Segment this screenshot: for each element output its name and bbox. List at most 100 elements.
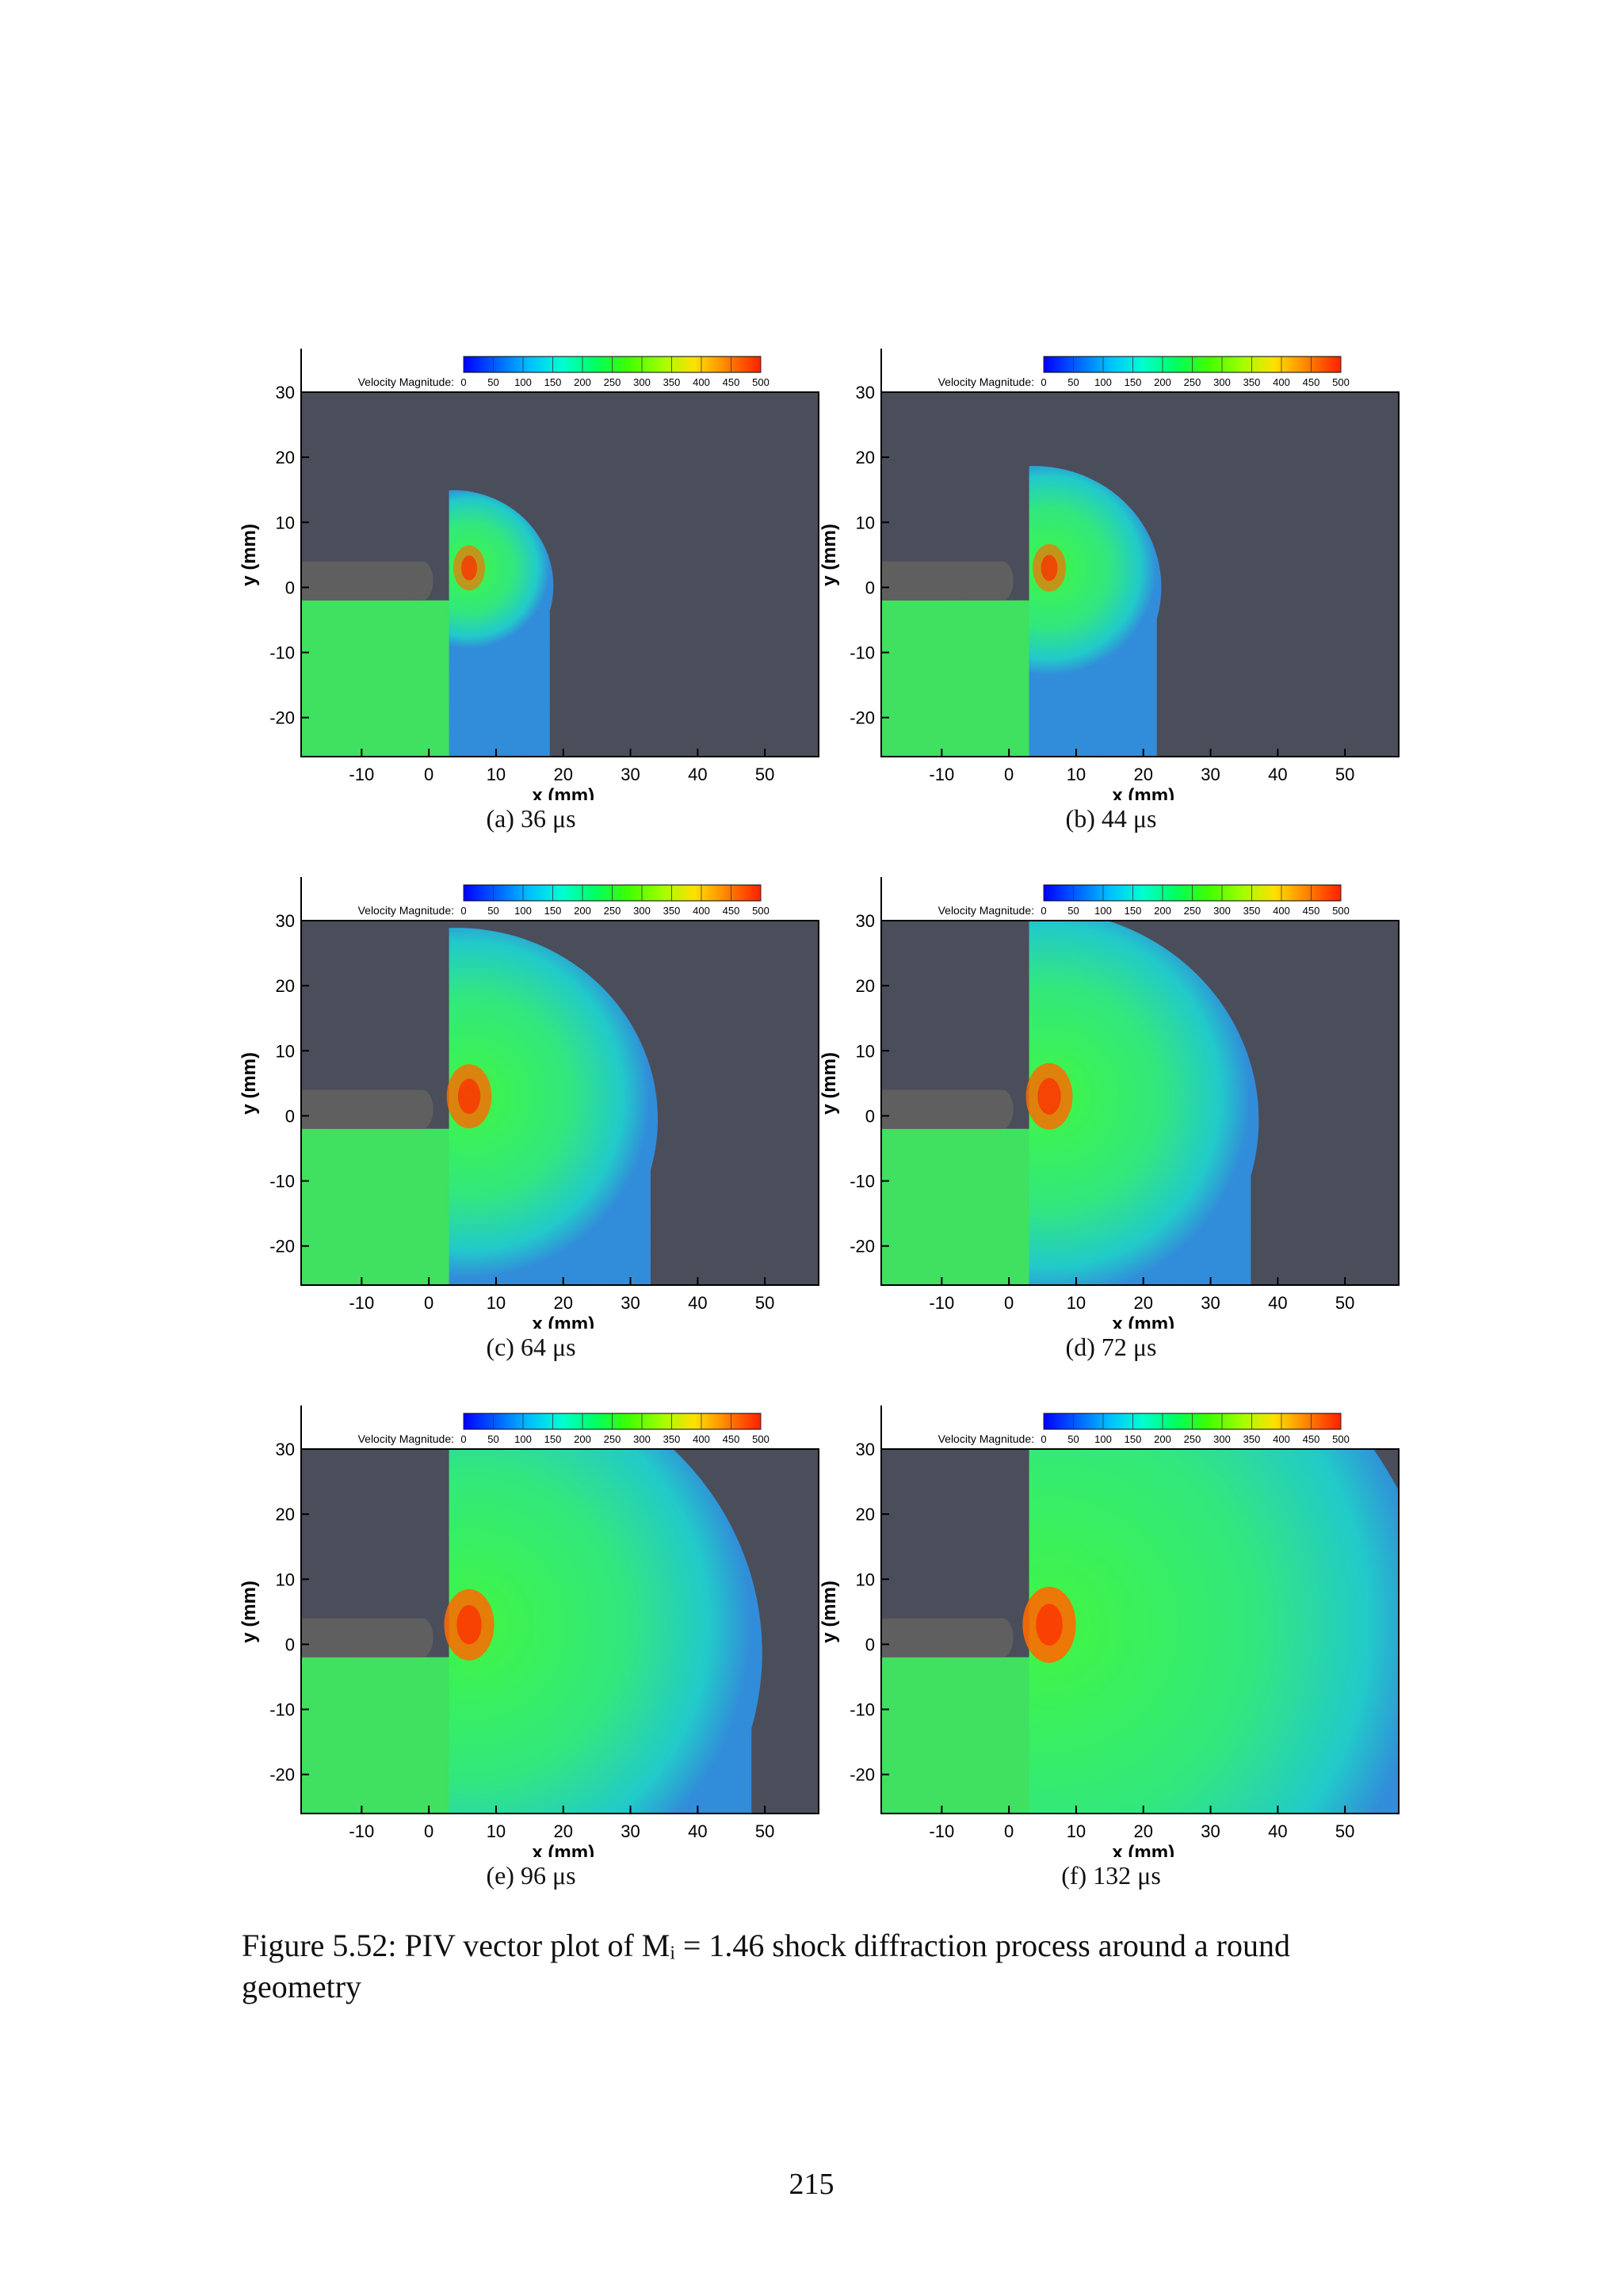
y-tick-label: 30 — [856, 911, 875, 931]
colorbar-tick-label: 250 — [604, 905, 621, 917]
y-axis-label: y (mm) — [239, 524, 260, 586]
colorbar-tick-label: 350 — [1243, 1433, 1261, 1445]
subfigure-caption: (f) 132 μs — [1061, 1861, 1161, 1890]
colorbar-tick-label: 0 — [1041, 376, 1046, 388]
x-tick-label: 0 — [424, 1821, 433, 1841]
y-tick-label: -20 — [269, 1237, 295, 1257]
colorbar-tick-label: 300 — [1213, 1433, 1231, 1445]
subfigure-b: 30 20 10 0 -10 -20 -10 0 10 20 30 40 50 x (mm) y (mm) 0… — [818, 349, 1404, 864]
x-tick-label: 0 — [424, 765, 433, 784]
x-tick-label: 50 — [1335, 1821, 1354, 1841]
colorbar-tick-label: 150 — [1125, 376, 1142, 388]
colorbar-tick-label: 400 — [1273, 376, 1290, 388]
colorbar-tick-label: 0 — [460, 905, 466, 917]
x-tick-label: 40 — [1268, 1293, 1287, 1313]
x-tick-label: -10 — [929, 1293, 954, 1313]
colorbar-label: Velocity Magnitude: — [938, 376, 1034, 388]
y-tick-label: -10 — [850, 1172, 875, 1192]
x-tick-label: -10 — [929, 1821, 954, 1841]
colorbar-label: Velocity Magnitude: — [938, 904, 1034, 917]
y-tick-label: -20 — [269, 1765, 295, 1785]
y-tick-label: 20 — [276, 448, 295, 467]
y-tick-label: 30 — [276, 911, 295, 931]
x-tick-label: 0 — [424, 1293, 433, 1313]
colorbar-tick-label: 350 — [663, 376, 681, 388]
y-tick-label: 20 — [856, 976, 875, 996]
x-axis-label: x (mm) — [532, 1842, 594, 1857]
x-tick-label: 40 — [1268, 765, 1287, 784]
x-tick-label: 50 — [755, 765, 774, 784]
colorbar-tick-label: 250 — [1184, 376, 1201, 388]
round-geometry-wall — [881, 1618, 1014, 1657]
colorbar-tick-label: 150 — [544, 1433, 562, 1445]
colorbar-tick-label: 450 — [723, 905, 740, 917]
colorbar-tick-label: 400 — [693, 905, 710, 917]
round-geometry-wall — [301, 1618, 433, 1657]
x-axis-label: x (mm) — [1112, 1314, 1174, 1329]
subfigure-f: 30 20 10 0 -10 -20 -10 0 10 20 30 40 50 x (mm) y (mm) 0… — [818, 1405, 1404, 1920]
y-tick-label: 10 — [856, 1041, 875, 1061]
y-tick-label: 0 — [285, 578, 295, 597]
colorbar-tick-label: 350 — [1243, 376, 1261, 388]
x-tick-label: 50 — [755, 1293, 774, 1313]
y-tick-label: 30 — [276, 1440, 295, 1459]
colorbar-tick-label: 500 — [1332, 376, 1350, 388]
y-tick-label: 20 — [276, 1505, 295, 1524]
colorbar-tick-label: 50 — [1067, 1433, 1079, 1445]
y-axis-label: y (mm) — [819, 1052, 840, 1115]
y-axis-label: y (mm) — [819, 1581, 840, 1643]
x-tick-label: 50 — [1335, 1293, 1354, 1313]
colorbar-tick-label: 50 — [1067, 905, 1079, 917]
y-tick-label: 30 — [856, 1440, 875, 1459]
x-tick-label: 0 — [1004, 1821, 1014, 1841]
colorbar-tick-label: 100 — [1094, 376, 1112, 388]
x-axis-label: x (mm) — [1112, 1842, 1174, 1857]
x-tick-label: 30 — [1201, 1293, 1220, 1313]
x-tick-label: -10 — [929, 765, 954, 784]
subfigure-e: 30 20 10 0 -10 -20 -10 0 10 20 30 40 50 x (mm) y (mm) 0… — [238, 1405, 824, 1920]
colorbar-tick-label: 450 — [723, 376, 740, 388]
x-tick-label: 40 — [688, 1821, 707, 1841]
colorbar-tick-label: 0 — [1041, 1433, 1046, 1445]
colorbar-tick-label: 500 — [752, 1433, 769, 1445]
y-tick-label: 10 — [276, 1569, 295, 1589]
colorbar-tick-label: 450 — [723, 1433, 740, 1445]
colorbar-tick-label: 300 — [1213, 905, 1231, 917]
subfigure-caption: (c) 64 μs — [486, 1333, 576, 1361]
colorbar-tick-label: 200 — [574, 905, 591, 917]
colorbar-tick-label: 500 — [1332, 1433, 1350, 1445]
colorbar-tick-label: 100 — [1094, 1433, 1112, 1445]
x-tick-label: 30 — [621, 1293, 640, 1313]
x-tick-label: 30 — [621, 1821, 640, 1841]
x-tick-label: 10 — [1067, 765, 1086, 784]
colorbar-tick-label: 150 — [1125, 905, 1142, 917]
subfigure-d: 30 20 10 0 -10 -20 -10 0 10 20 30 40 50 x (mm) y (mm) 0… — [818, 877, 1404, 1392]
x-tick-label: 50 — [755, 1821, 774, 1841]
y-tick-label: 30 — [276, 383, 295, 402]
colorbar-tick-label: 0 — [460, 1433, 466, 1445]
x-tick-label: -10 — [349, 1293, 374, 1313]
colorbar-label: Velocity Magnitude: — [358, 376, 454, 388]
colorbar-label: Velocity Magnitude: — [358, 904, 454, 917]
x-tick-label: 40 — [688, 1293, 707, 1313]
colorbar-tick-label: 200 — [1154, 905, 1171, 917]
x-tick-label: 40 — [688, 765, 707, 784]
colorbar-tick-label: 300 — [1213, 376, 1231, 388]
x-tick-label: 0 — [1004, 1293, 1014, 1313]
colorbar-tick-label: 350 — [1243, 905, 1261, 917]
x-tick-label: 20 — [553, 1293, 572, 1313]
y-tick-label: 20 — [856, 448, 875, 467]
y-axis-label: y (mm) — [239, 1052, 260, 1115]
round-geometry-wall — [301, 1089, 433, 1129]
y-tick-label: 20 — [856, 1505, 875, 1524]
subfigure-a: 30 20 10 0 -10 -20 -10 0 10 20 30 40 50 x (mm) y (mm) 0… — [238, 349, 824, 864]
colorbar-tick-label: 200 — [1154, 1433, 1171, 1445]
x-tick-label: 30 — [1201, 1821, 1220, 1841]
y-tick-label: 10 — [276, 513, 295, 532]
y-tick-label: 10 — [856, 1569, 875, 1589]
colorbar-tick-label: 150 — [544, 905, 562, 917]
colorbar-tick-label: 100 — [514, 905, 532, 917]
